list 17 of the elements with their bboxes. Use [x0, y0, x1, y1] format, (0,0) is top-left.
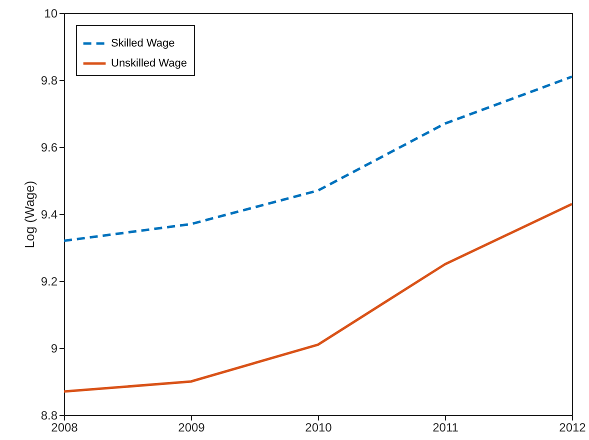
legend-label: Skilled Wage: [111, 38, 175, 50]
legend-label: Unskilled Wage: [111, 58, 188, 70]
x-tick-label: 2008: [51, 420, 78, 434]
y-tick-label: 9.8: [40, 74, 58, 88]
y-tick-label: 10: [44, 6, 58, 20]
x-tick-label: 2011: [432, 420, 459, 434]
y-axis-title: Log (Wage): [22, 180, 37, 248]
y-tick-label: 9: [50, 342, 58, 356]
y-tick-label: 9.4: [40, 208, 58, 222]
y-tick-label: 9.2: [40, 274, 58, 288]
x-tick-label: 2009: [178, 420, 206, 434]
y-tick-label: 9.6: [40, 140, 58, 154]
line-series: [64, 202, 572, 393]
y-tick-label: 8.8: [40, 408, 58, 422]
x-tick-label: 2010: [305, 420, 332, 434]
x-tick-label: 2012: [559, 420, 586, 434]
line-series: [64, 75, 572, 242]
